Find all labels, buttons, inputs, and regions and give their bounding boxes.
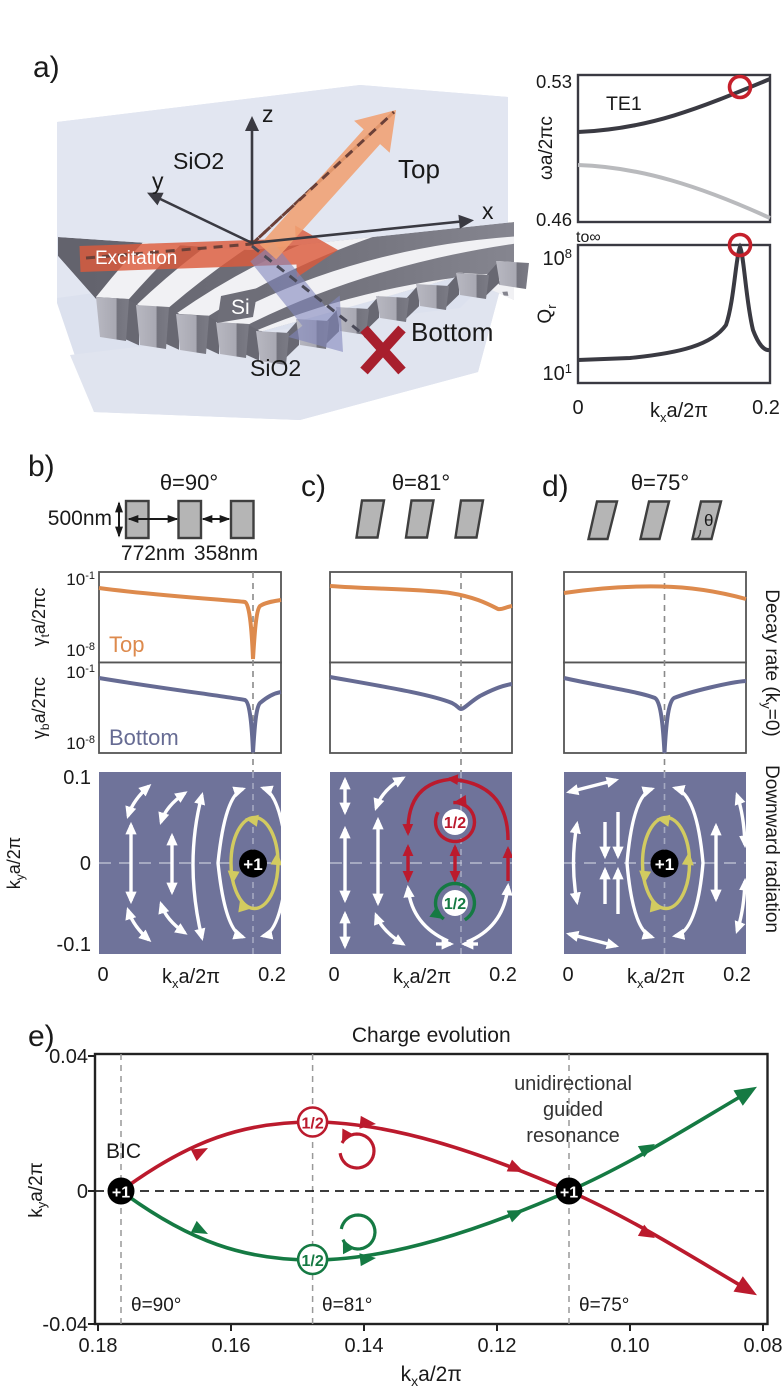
- svg-text:0.08: 0.08: [744, 1335, 783, 1357]
- svg-text:unidirectional: unidirectional: [514, 1073, 632, 1095]
- svg-text:z: z: [262, 101, 274, 127]
- svg-text:x: x: [482, 198, 494, 224]
- svg-text:γta/2πc: γta/2πc: [29, 588, 52, 647]
- svg-text:kxa/2π: kxa/2π: [393, 966, 451, 991]
- svg-text:SiO2: SiO2: [173, 148, 224, 174]
- svg-text:500nm: 500nm: [48, 507, 112, 530]
- svg-text:0.12: 0.12: [478, 1335, 517, 1357]
- svg-text:1/2: 1/2: [444, 896, 466, 913]
- svg-text:kxa/2π: kxa/2π: [650, 400, 708, 425]
- svg-text:Top: Top: [109, 632, 144, 657]
- svg-text:0.2: 0.2: [723, 964, 751, 986]
- svg-text:0.2: 0.2: [258, 964, 286, 986]
- svg-text:θ=81°: θ=81°: [322, 1295, 372, 1316]
- svg-text:0: 0: [572, 397, 583, 419]
- svg-text:1/2: 1/2: [301, 1253, 323, 1270]
- svg-text:kya/2π: kya/2π: [4, 837, 27, 889]
- svg-text:Charge evolution: Charge evolution: [352, 1024, 511, 1047]
- svg-text:BIC: BIC: [106, 1140, 141, 1163]
- svg-text:θ=90°: θ=90°: [131, 1295, 181, 1316]
- svg-text:d): d): [542, 470, 569, 503]
- svg-text:358nm: 358nm: [194, 542, 258, 565]
- svg-text:0.53: 0.53: [536, 71, 572, 92]
- svg-text:772nm: 772nm: [121, 542, 185, 565]
- svg-text:θ=81°: θ=81°: [392, 470, 450, 495]
- svg-text:0.46: 0.46: [536, 209, 572, 230]
- svg-text:θ=75°: θ=75°: [631, 470, 689, 495]
- svg-text:b): b): [28, 450, 55, 483]
- svg-text:0.16: 0.16: [212, 1335, 251, 1357]
- svg-text:Excitation: Excitation: [95, 248, 177, 269]
- svg-text:Top: Top: [398, 154, 440, 184]
- svg-text:0.1: 0.1: [63, 767, 91, 789]
- svg-text:-0.04: -0.04: [42, 1314, 88, 1336]
- svg-text:108: 108: [543, 246, 572, 270]
- svg-text:0.04: 0.04: [49, 1046, 88, 1068]
- svg-text:0: 0: [97, 964, 108, 986]
- svg-text:kya/2π: kya/2π: [26, 1162, 49, 1218]
- svg-text:Bottom: Bottom: [109, 725, 179, 750]
- svg-text:resonance: resonance: [526, 1125, 619, 1147]
- svg-text:0.2: 0.2: [752, 397, 780, 419]
- svg-text:c): c): [301, 470, 326, 503]
- svg-text:SiO2: SiO2: [250, 355, 301, 381]
- svg-text:-0.1: -0.1: [57, 934, 91, 956]
- svg-text:0.18: 0.18: [79, 1335, 118, 1357]
- svg-text:a): a): [33, 51, 60, 84]
- svg-text:guided: guided: [543, 1099, 603, 1121]
- svg-text:θ: θ: [704, 511, 713, 530]
- svg-text:1/2: 1/2: [444, 815, 466, 832]
- svg-text:kxa/2π: kxa/2π: [401, 1363, 462, 1388]
- svg-text:θ=90°: θ=90°: [160, 470, 218, 495]
- svg-text:0: 0: [80, 853, 91, 875]
- svg-text:+1: +1: [243, 855, 262, 874]
- svg-text:Decay rate (ky=0): Decay rate (ky=0): [759, 589, 782, 736]
- svg-text:0.10: 0.10: [611, 1335, 650, 1357]
- svg-text:0.14: 0.14: [345, 1335, 384, 1357]
- svg-text:kxa/2π: kxa/2π: [627, 966, 685, 991]
- svg-text:+1: +1: [655, 855, 674, 874]
- svg-text:0: 0: [562, 964, 573, 986]
- svg-text:Downward radiation: Downward radiation: [761, 765, 782, 933]
- svg-text:Si: Si: [231, 296, 250, 319]
- svg-text:e): e): [28, 1020, 55, 1053]
- svg-text:to∞: to∞: [576, 229, 601, 246]
- svg-text:0.2: 0.2: [489, 964, 517, 986]
- svg-text:1/2: 1/2: [301, 1116, 323, 1133]
- svg-text:γba/2πc: γba/2πc: [29, 677, 52, 739]
- svg-text:θ=75°: θ=75°: [579, 1295, 629, 1316]
- svg-text:kxa/2π: kxa/2π: [162, 966, 220, 991]
- svg-text:0: 0: [328, 964, 339, 986]
- svg-text:+1: +1: [560, 1185, 578, 1202]
- svg-text:Bottom: Bottom: [411, 317, 493, 347]
- svg-text:y: y: [152, 168, 164, 194]
- svg-text:+1: +1: [112, 1185, 130, 1202]
- svg-text:0: 0: [77, 1181, 88, 1203]
- svg-text:TE1: TE1: [606, 93, 642, 115]
- svg-text:ωa/2πc: ωa/2πc: [536, 116, 557, 180]
